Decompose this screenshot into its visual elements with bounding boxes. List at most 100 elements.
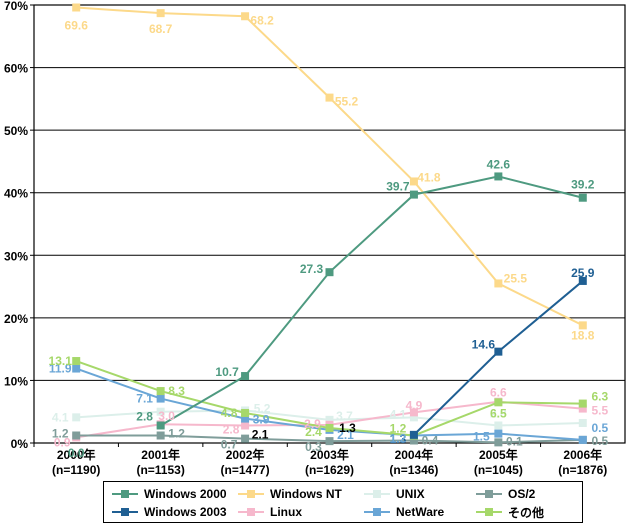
data-point xyxy=(494,398,503,407)
data-label: 2.8 xyxy=(490,406,507,420)
data-label: 1.2 xyxy=(390,421,407,435)
data-label: 27.3 xyxy=(300,262,324,276)
x-tick-label: 2002年 xyxy=(226,447,265,462)
legend-label: Windows 2003 xyxy=(144,505,227,519)
data-label: 18.8 xyxy=(571,328,595,342)
data-point xyxy=(578,193,587,202)
data-label: 2.8 xyxy=(136,409,153,423)
annotation-label: 1.3 xyxy=(339,421,356,435)
data-point xyxy=(325,415,334,424)
data-label: 2.9 xyxy=(304,417,321,431)
data-label: 55.2 xyxy=(335,95,359,109)
data-point xyxy=(409,413,418,422)
data-label: 25.9 xyxy=(571,266,595,280)
legend-swatch xyxy=(238,507,264,517)
data-point xyxy=(241,372,250,381)
y-tick-label: 70% xyxy=(4,0,28,13)
data-label: 6.5 xyxy=(490,406,507,420)
data-point xyxy=(241,434,250,443)
data-point xyxy=(156,421,165,430)
data-label: 11.9 xyxy=(49,362,72,376)
x-tick-label: 2000年 xyxy=(57,447,96,462)
data-point xyxy=(409,408,418,417)
legend-label: Linux xyxy=(270,505,302,519)
x-tick-sublabel: (n=1876) xyxy=(558,463,607,477)
x-tick-label: 2004年 xyxy=(395,447,434,462)
data-point xyxy=(241,12,250,21)
y-tick-label: 10% xyxy=(4,374,28,388)
legend-marker xyxy=(121,508,129,516)
data-point xyxy=(156,407,165,416)
data-label: 13.1 xyxy=(49,354,73,368)
legend-marker xyxy=(485,490,493,498)
legend-swatch xyxy=(364,507,390,517)
data-point xyxy=(494,438,503,447)
data-label: 0.4 xyxy=(422,433,439,447)
data-label: 41.8 xyxy=(417,170,441,184)
y-tick-label: 20% xyxy=(4,312,28,326)
data-point xyxy=(578,435,587,444)
data-label: 25.5 xyxy=(504,271,528,285)
y-tick-label: 60% xyxy=(4,62,28,76)
data-label: 0.5 xyxy=(591,421,608,435)
legend-item: Windows NT xyxy=(238,485,364,503)
legend-swatch xyxy=(112,507,138,517)
legend-label: UNIX xyxy=(396,487,425,501)
legend-label: OS/2 xyxy=(508,487,536,501)
data-label: 8.3 xyxy=(168,384,185,398)
data-label: 1.3 xyxy=(390,432,407,446)
legend-item: OS/2 xyxy=(476,485,586,503)
data-point xyxy=(241,414,250,423)
x-tick-label: 2001年 xyxy=(141,447,180,462)
legend-label: Windows 2000 xyxy=(144,487,227,501)
legend-marker xyxy=(247,508,255,516)
data-point xyxy=(325,93,334,102)
data-label: 3.7 xyxy=(336,409,353,423)
legend-item: NetWare xyxy=(364,503,476,521)
data-label: 0.7 xyxy=(221,438,238,452)
data-point xyxy=(72,357,81,366)
data-point xyxy=(578,404,587,413)
legend-swatch xyxy=(364,489,390,499)
data-label: 0.3 xyxy=(305,440,322,454)
data-point xyxy=(156,431,165,440)
data-label: 14.6 xyxy=(472,338,496,352)
y-tick-label: 40% xyxy=(4,187,28,201)
data-label: 68.2 xyxy=(250,13,274,27)
x-tick-sublabel: (n=1045) xyxy=(474,463,523,477)
y-tick-label: 0% xyxy=(11,437,29,451)
legend-marker xyxy=(247,490,255,498)
legend-swatch xyxy=(476,489,502,499)
x-tick-sublabel: (n=1153) xyxy=(136,463,184,477)
data-label: 1.5 xyxy=(473,430,490,444)
data-label: 1.2 xyxy=(390,431,407,445)
data-point xyxy=(578,418,587,427)
series-line xyxy=(160,175,584,427)
x-tick-label: 2006年 xyxy=(563,447,602,462)
y-axis: 0% 10% 20% 30% 40% 50% 60% 70% xyxy=(4,0,34,451)
data-label: 6.3 xyxy=(591,390,608,404)
data-point xyxy=(325,423,334,432)
x-tick-sublabel: (n=1190) xyxy=(52,463,100,477)
legend-label: その他 xyxy=(508,505,545,520)
data-label: 4.1 xyxy=(52,410,69,424)
legend-swatch xyxy=(238,489,264,499)
data-label: 0.1 xyxy=(506,434,523,448)
data-label: 39.2 xyxy=(571,178,595,192)
data-label: 0.5 xyxy=(591,434,608,448)
data-label: 1.2 xyxy=(168,426,185,440)
data-label: 4.9 xyxy=(406,398,423,412)
data-point xyxy=(72,431,81,440)
legend-item: その他 xyxy=(476,503,586,521)
data-point xyxy=(72,413,81,422)
data-point xyxy=(72,3,81,12)
data-label: 10.7 xyxy=(215,365,239,379)
data-label: 39.7 xyxy=(386,180,410,194)
data-label: 5.2 xyxy=(254,401,271,415)
data-point xyxy=(578,399,587,408)
legend-label: NetWare xyxy=(396,505,445,519)
data-point xyxy=(241,408,250,417)
annotation-label: 2.1 xyxy=(252,428,269,442)
data-point xyxy=(494,347,503,356)
data-label: 4.1 xyxy=(390,407,407,421)
